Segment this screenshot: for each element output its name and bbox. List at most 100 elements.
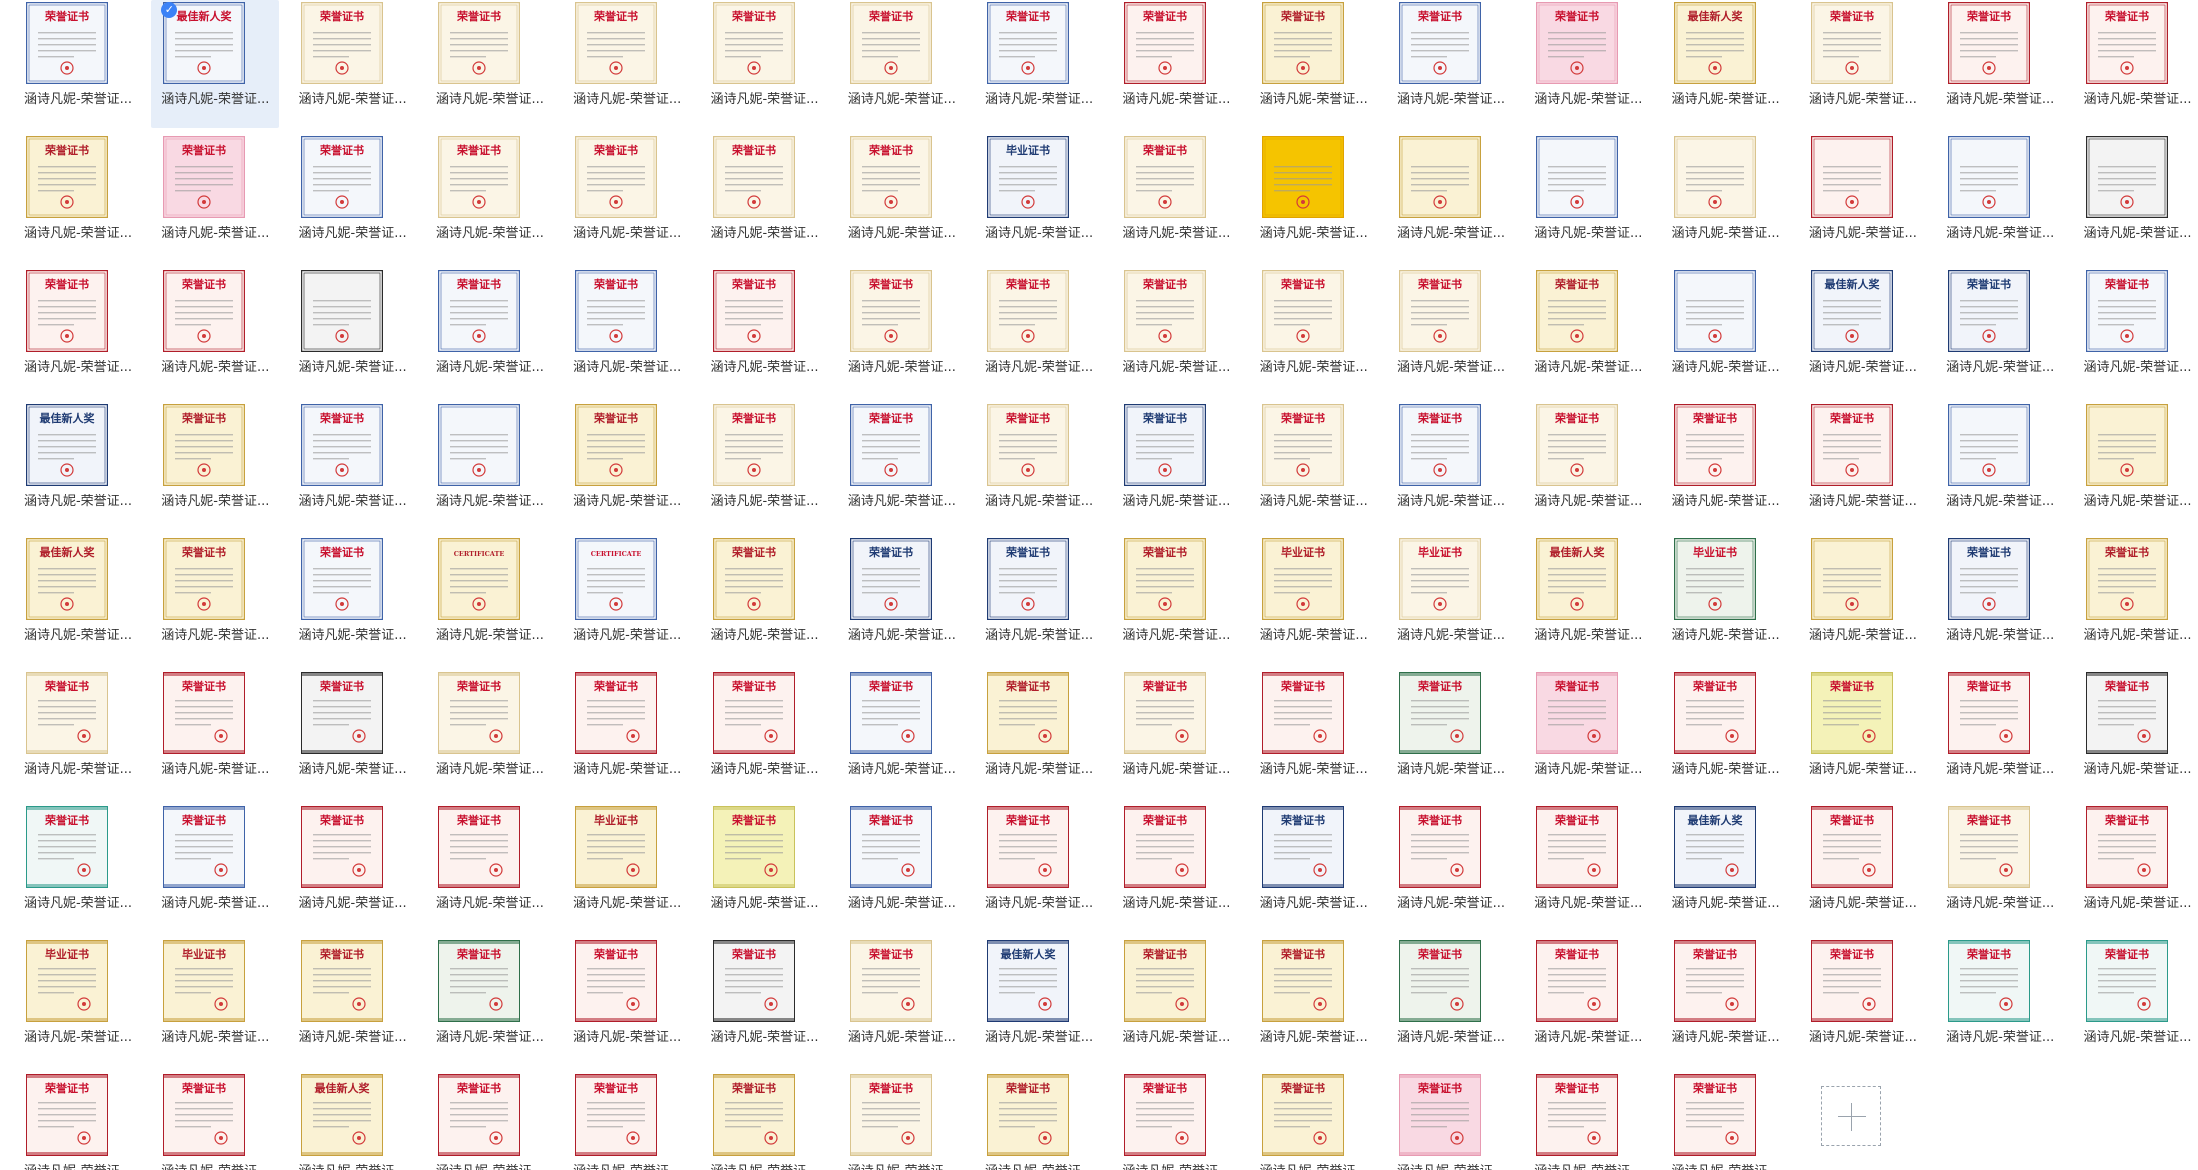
file-thumbnail[interactable]: 毕业证书 <box>163 940 246 1022</box>
file-thumbnail[interactable]: 荣誉证书 <box>437 1074 520 1156</box>
file-thumbnail[interactable]: 荣誉证书 <box>849 806 932 888</box>
file-thumbnail[interactable]: 荣誉证书 <box>437 270 520 352</box>
file-item[interactable]: 荣誉证书涵诗凡妮-荣誉证... <box>975 268 1103 396</box>
file-thumbnail[interactable]: 荣誉证书 <box>1124 136 1207 218</box>
file-thumbnail[interactable]: 最佳新人奖 <box>987 940 1070 1022</box>
file-thumbnail[interactable] <box>1673 136 1756 218</box>
file-thumbnail[interactable]: 荣誉证书 <box>26 1074 108 1156</box>
file-thumbnail[interactable]: 荣誉证书 <box>575 136 658 218</box>
file-thumbnail[interactable]: 毕业证书 <box>1399 538 1481 620</box>
file-item[interactable]: 荣誉证书涵诗凡妮-荣誉证... <box>2074 536 2198 664</box>
file-thumbnail[interactable]: 毕业证书 <box>575 806 658 888</box>
file-item[interactable]: 荣誉证书涵诗凡妮-荣誉证... <box>426 268 554 396</box>
file-item[interactable]: 荣誉证书涵诗凡妮-荣誉证... <box>1250 670 1378 798</box>
file-item[interactable]: 荣誉证书涵诗凡妮-荣誉证... <box>563 670 691 798</box>
file-thumbnail[interactable]: 荣誉证书 <box>575 1074 658 1156</box>
file-thumbnail[interactable]: 荣誉证书 <box>849 404 932 486</box>
file-item[interactable]: 涵诗凡妮-荣誉证... <box>289 268 417 396</box>
file-item[interactable]: 荣誉证书涵诗凡妮-荣誉证... <box>838 268 966 396</box>
file-item[interactable]: 荣誉证书涵诗凡妮-荣誉证... <box>14 134 142 262</box>
file-item[interactable]: 荣誉证书涵诗凡妮-荣誉证... <box>14 804 142 932</box>
file-item[interactable]: 荣誉证书涵诗凡妮-荣誉证... <box>975 402 1103 530</box>
file-thumbnail[interactable]: 荣誉证书 <box>712 672 795 754</box>
file-thumbnail[interactable]: 荣誉证书 <box>987 806 1070 888</box>
file-thumbnail[interactable] <box>300 270 383 352</box>
file-thumbnail[interactable]: 荣誉证书 <box>1810 672 1893 754</box>
file-item[interactable]: 荣誉证书涵诗凡妮-荣誉证... <box>151 134 279 262</box>
file-thumbnail[interactable]: 荣誉证书 <box>575 672 658 754</box>
file-thumbnail[interactable]: 荣誉证书 <box>1399 672 1481 754</box>
file-thumbnail[interactable]: 荣誉证书 <box>1810 806 1893 888</box>
file-thumbnail[interactable]: 最佳新人奖 <box>300 1074 383 1156</box>
file-thumbnail[interactable]: 荣誉证书 <box>1810 2 1893 84</box>
file-item[interactable]: CERTIFICATE 涵诗凡妮-荣誉证... <box>426 536 554 664</box>
file-thumbnail[interactable]: 荣誉证书 <box>1261 270 1344 352</box>
file-thumbnail[interactable]: 毕业证书 <box>1261 538 1344 620</box>
add-file-button[interactable] <box>1820 1086 1881 1146</box>
file-item[interactable]: 荣誉证书涵诗凡妮-荣誉证... <box>1387 268 1515 396</box>
file-thumbnail[interactable]: 荣誉证书 <box>712 2 795 84</box>
file-item[interactable]: 荣誉证书涵诗凡妮-荣誉证... <box>426 938 554 1066</box>
file-thumbnail[interactable]: 荣誉证书 <box>1536 806 1619 888</box>
file-item[interactable]: 荣誉证书涵诗凡妮-荣誉证... <box>1524 1072 1652 1170</box>
file-item[interactable]: 涵诗凡妮-荣誉证... <box>2074 134 2198 262</box>
file-item[interactable]: 荣誉证书涵诗凡妮-荣誉证... <box>1936 670 2064 798</box>
file-item[interactable]: 荣誉证书涵诗凡妮-荣誉证... <box>426 1072 554 1170</box>
file-item[interactable]: 荣誉证书涵诗凡妮-荣誉证... <box>1936 268 2064 396</box>
file-item[interactable]: 荣誉证书涵诗凡妮-荣誉证... <box>1936 0 2064 128</box>
file-thumbnail[interactable]: 荣誉证书 <box>1948 270 2031 352</box>
file-item[interactable]: 荣誉证书涵诗凡妮-荣誉证... <box>1799 0 1927 128</box>
file-thumbnail[interactable]: 毕业证书 <box>26 940 108 1022</box>
file-item[interactable]: 毕业证书 涵诗凡妮-荣誉证... <box>563 804 691 932</box>
file-item[interactable]: 荣誉证书涵诗凡妮-荣誉证... <box>701 0 829 128</box>
file-thumbnail[interactable]: 荣誉证书 <box>163 1074 246 1156</box>
file-thumbnail[interactable]: 荣誉证书 <box>987 404 1070 486</box>
file-item[interactable]: 涵诗凡妮-荣誉证... <box>1387 134 1515 262</box>
file-thumbnail[interactable] <box>1948 136 2031 218</box>
file-thumbnail[interactable]: 荣誉证书 <box>1124 1074 1207 1156</box>
file-thumbnail[interactable]: 荣誉证书 <box>1124 270 1207 352</box>
file-item[interactable]: 荣誉证书涵诗凡妮-荣誉证... <box>1799 670 1927 798</box>
file-item[interactable]: 荣誉证书涵诗凡妮-荣誉证... <box>838 536 966 664</box>
file-item[interactable]: 荣誉证书涵诗凡妮-荣誉证... <box>975 536 1103 664</box>
file-item[interactable]: 荣誉证书涵诗凡妮-荣誉证... <box>151 1072 279 1170</box>
file-item[interactable]: 荣誉证书涵诗凡妮-荣誉证... <box>701 804 829 932</box>
file-item[interactable]: 毕业证书 涵诗凡妮-荣誉证... <box>1250 536 1378 664</box>
file-item[interactable]: 涵诗凡妮-荣誉证... <box>2074 402 2198 530</box>
file-thumbnail[interactable]: 荣誉证书 <box>1399 270 1481 352</box>
file-item[interactable]: 荣誉证书涵诗凡妮-荣誉证... <box>14 670 142 798</box>
file-thumbnail[interactable]: 荣誉证书 <box>1399 940 1481 1022</box>
file-thumbnail[interactable] <box>2085 136 2168 218</box>
file-item[interactable]: 荣誉证书涵诗凡妮-荣誉证... <box>1250 938 1378 1066</box>
file-thumbnail[interactable]: 荣誉证书 <box>300 136 383 218</box>
file-thumbnail[interactable]: 最佳新人奖 <box>1536 538 1619 620</box>
file-item[interactable]: 荣誉证书涵诗凡妮-荣誉证... <box>701 268 829 396</box>
file-item[interactable]: 最佳新人奖涵诗凡妮-荣誉证... <box>1524 536 1652 664</box>
file-item[interactable]: 荣誉证书涵诗凡妮-荣誉证... <box>1799 804 1927 932</box>
file-item[interactable]: 涵诗凡妮-荣誉证... <box>1662 268 1790 396</box>
file-thumbnail[interactable]: 荣誉证书 <box>26 270 108 352</box>
file-item[interactable]: 荣誉证书涵诗凡妮-荣誉证... <box>1112 670 1240 798</box>
file-thumbnail[interactable]: 荣誉证书 <box>712 806 795 888</box>
file-thumbnail[interactable]: 荣誉证书 <box>849 136 932 218</box>
file-item[interactable]: 荣誉证书涵诗凡妮-荣誉证... <box>2074 670 2198 798</box>
file-thumbnail[interactable]: 荣誉证书 <box>1810 404 1893 486</box>
file-item[interactable]: 荣誉证书涵诗凡妮-荣誉证... <box>838 402 966 530</box>
file-item[interactable]: 荣誉证书涵诗凡妮-荣誉证... <box>701 1072 829 1170</box>
file-thumbnail[interactable] <box>1399 136 1481 218</box>
file-item[interactable]: 最佳新人奖涵诗凡妮-荣誉证... <box>289 1072 417 1170</box>
file-item[interactable]: 荣誉证书涵诗凡妮-荣誉证... <box>563 134 691 262</box>
file-thumbnail[interactable]: 荣誉证书 <box>1810 940 1893 1022</box>
file-item[interactable]: 荣誉证书涵诗凡妮-荣誉证... <box>2074 804 2198 932</box>
file-item[interactable]: 涵诗凡妮-荣誉证... <box>1936 134 2064 262</box>
file-item[interactable]: 荣誉证书涵诗凡妮-荣誉证... <box>701 402 829 530</box>
file-item[interactable]: 荣誉证书涵诗凡妮-荣誉证... <box>289 536 417 664</box>
file-item[interactable]: 荣誉证书涵诗凡妮-荣誉证... <box>426 670 554 798</box>
file-thumbnail[interactable]: 荣誉证书 <box>1124 806 1207 888</box>
file-thumbnail[interactable]: 荣誉证书 <box>1124 672 1207 754</box>
file-item[interactable]: 荣誉证书涵诗凡妮-荣誉证... <box>2074 268 2198 396</box>
file-thumbnail[interactable]: 最佳新人奖 <box>1673 2 1756 84</box>
file-thumbnail[interactable]: 荣誉证书 <box>300 404 383 486</box>
file-item[interactable]: 荣誉证书涵诗凡妮-荣誉证... <box>1936 938 2064 1066</box>
file-item[interactable]: 荣誉证书涵诗凡妮-荣誉证... <box>1112 134 1240 262</box>
